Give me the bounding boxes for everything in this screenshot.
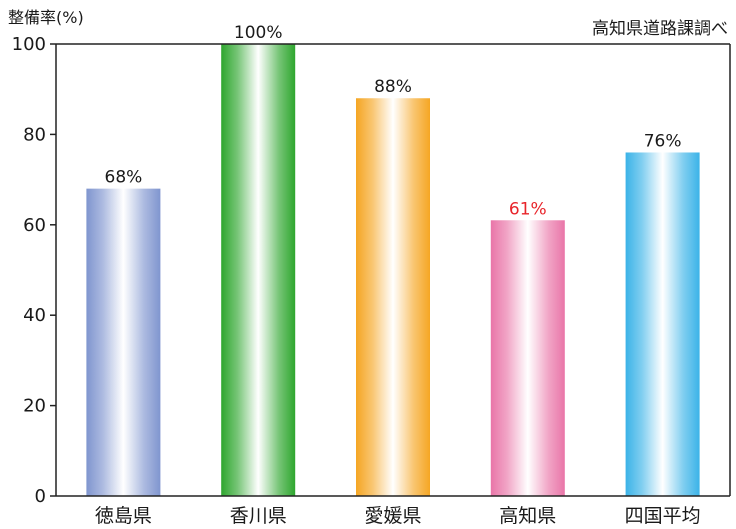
source-note: 高知県道路課調べ — [592, 19, 728, 39]
y-tick-label-0: 0 — [35, 486, 46, 507]
category-label-5: 四国平均 — [625, 505, 701, 527]
y-tick-label-80: 80 — [23, 124, 46, 145]
y-tick-label-40: 40 — [23, 305, 46, 326]
value-label-5: 76% — [644, 131, 682, 151]
category-label-1: 徳島県 — [95, 505, 152, 527]
bar-3 — [356, 98, 430, 497]
y-tick-label-60: 60 — [23, 215, 46, 236]
category-label-4: 高知県 — [499, 505, 556, 527]
value-label-2: 100% — [234, 23, 283, 43]
bar-5 — [625, 152, 700, 497]
bar-1 — [86, 188, 161, 496]
value-label-4: 61% — [509, 199, 547, 219]
y-axis-title: 整備率(%) — [8, 8, 84, 27]
value-label-1: 68% — [105, 168, 143, 188]
y-tick-label-20: 20 — [23, 396, 46, 417]
value-label-3: 88% — [374, 77, 412, 97]
bar-4 — [490, 220, 565, 496]
bar-2 — [221, 44, 296, 496]
category-label-2: 香川県 — [230, 505, 287, 527]
category-label-3: 愛媛県 — [364, 505, 421, 527]
y-tick-label-100: 100 — [12, 34, 46, 55]
